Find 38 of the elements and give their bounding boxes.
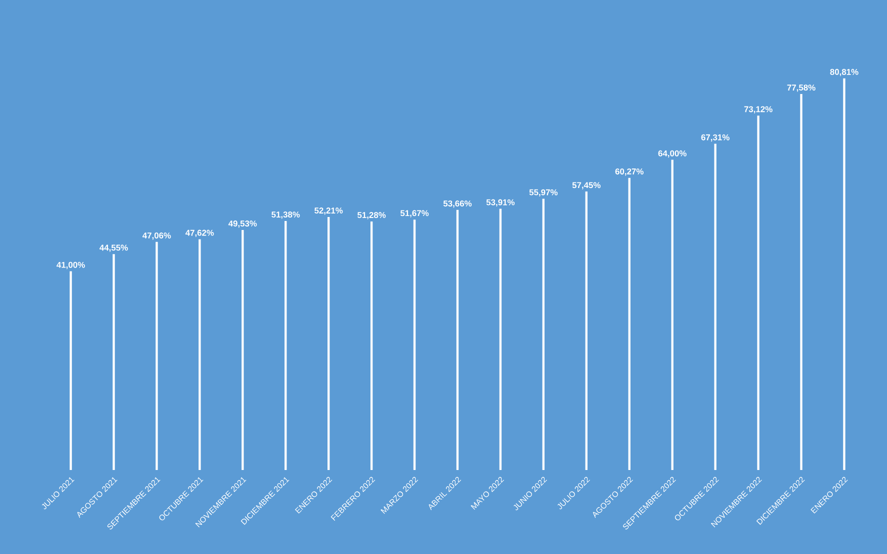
bar xyxy=(413,220,416,470)
bar xyxy=(671,160,674,470)
data-label: 51,67% xyxy=(400,210,429,218)
bar xyxy=(585,192,588,470)
data-label: 41,00% xyxy=(56,262,85,270)
bar xyxy=(370,221,373,470)
data-label: 44,55% xyxy=(100,244,128,252)
bar xyxy=(843,78,846,470)
data-label: 80,81% xyxy=(830,68,858,76)
bar xyxy=(112,254,115,470)
bar xyxy=(714,144,716,470)
bar xyxy=(70,271,72,470)
data-label: 47,62% xyxy=(185,230,214,238)
data-label: 53,91% xyxy=(486,199,515,207)
bar xyxy=(456,210,459,470)
bar xyxy=(800,94,802,470)
bar xyxy=(328,216,330,470)
data-label: 77,58% xyxy=(787,84,816,92)
data-label: 64,00% xyxy=(658,150,686,158)
bar xyxy=(542,198,545,470)
data-label: 57,45% xyxy=(572,182,601,190)
data-label: 47,06% xyxy=(142,232,171,240)
data-label: 73,12% xyxy=(744,106,772,114)
bar xyxy=(198,239,201,470)
data-label: 67,31% xyxy=(701,134,730,142)
data-label: 53,66% xyxy=(443,200,472,208)
bar xyxy=(284,220,287,470)
data-label: 51,28% xyxy=(357,212,386,220)
bar xyxy=(499,208,502,470)
data-label: 60,27% xyxy=(615,168,644,176)
data-label: 51,38% xyxy=(272,212,300,219)
bar xyxy=(242,230,244,470)
bar xyxy=(757,116,760,470)
bar xyxy=(156,242,158,470)
data-label: 55,97% xyxy=(529,189,558,197)
data-label: 52,21% xyxy=(314,208,343,215)
bar xyxy=(628,178,630,470)
data-label: 49,53% xyxy=(228,220,257,228)
